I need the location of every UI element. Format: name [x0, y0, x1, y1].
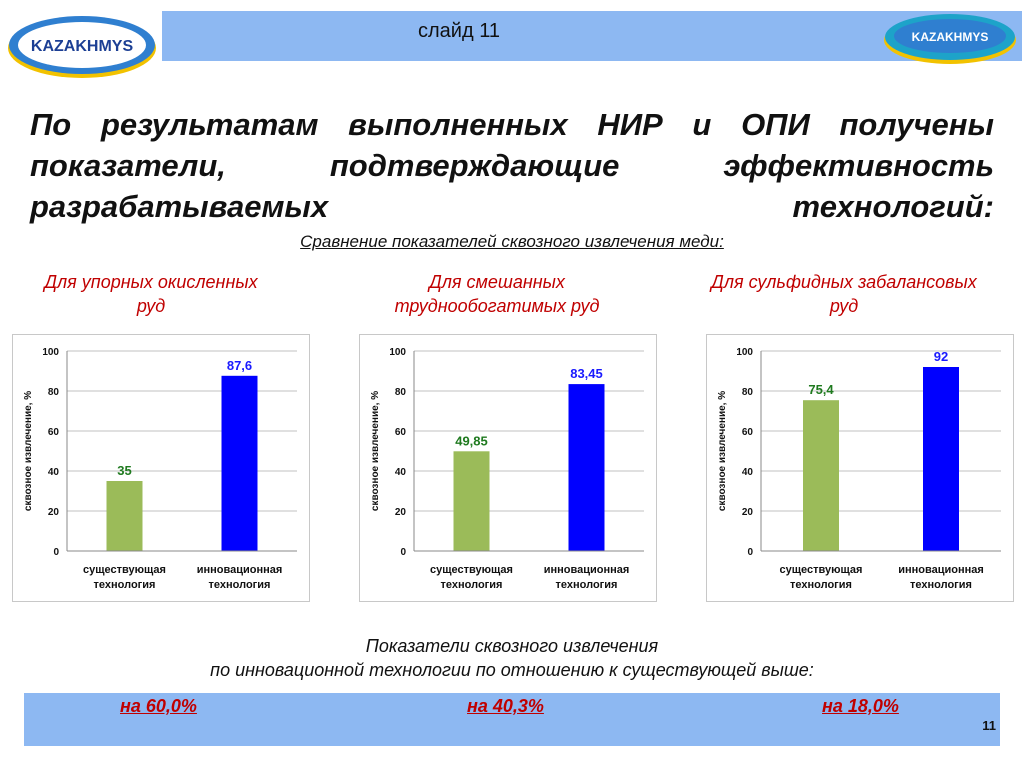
increase-percent-mixed: на 40,3% [467, 696, 544, 716]
y-tick-label: 60 [395, 427, 407, 438]
chart-mixed-ore: 0 20 40 60 80 100 сквозное извлечение, % 49,85 с… [359, 334, 657, 602]
data-label: 83,45 [570, 366, 603, 381]
y-tick-label: 40 [48, 467, 60, 478]
x-tick-label: технология [910, 579, 972, 591]
category-line-2: руд [829, 296, 859, 316]
x-tick-label: существующая [430, 564, 513, 576]
y-tick-label: 20 [395, 507, 407, 518]
y-axis-title: сквозное извлечение, % [717, 391, 728, 511]
bar [568, 384, 605, 551]
x-tick-label: технология [556, 579, 618, 591]
y-tick-label: 20 [742, 507, 754, 518]
x-tick-label: инновационная [898, 564, 984, 576]
y-tick-label: 0 [53, 547, 59, 558]
x-tick-label: инновационная [544, 564, 630, 576]
bar [106, 481, 143, 551]
chart-svg: 0 20 40 60 80 100 сквозное извлечение, % 49,85 с… [370, 347, 644, 591]
data-label: 35 [117, 463, 131, 478]
y-tick-label: 40 [742, 467, 754, 478]
x-tick-label: технология [209, 579, 271, 591]
y-tick-label: 100 [736, 347, 753, 358]
slide-label: слайд 11 [418, 20, 500, 42]
bar [221, 375, 258, 551]
data-label: 49,85 [455, 433, 488, 448]
data-label: 75,4 [808, 382, 834, 397]
category-oxidized-ore: Для упорных окисленных руд [6, 270, 296, 318]
x-tick-label: существующая [780, 564, 863, 576]
y-tick-label: 20 [48, 507, 60, 518]
comparison-subtitle: Сравнение показателей сквозного извлечен… [300, 232, 724, 251]
y-tick-label: 40 [395, 467, 407, 478]
y-tick-label: 60 [48, 427, 60, 438]
slide-title: По результатам выполненных НИР и ОПИ пол… [30, 107, 994, 224]
y-tick-label: 80 [48, 387, 60, 398]
chart-oxidized-ore: 0 20 40 60 80 100 сквозное извлечение, % 35 суще… [12, 334, 310, 602]
kazakhmys-logo-left: KAZAKHMYS [8, 16, 156, 78]
y-tick-label: 100 [389, 347, 406, 358]
category-line-1: Для смешанных [429, 272, 565, 292]
data-label: 87,6 [227, 358, 252, 373]
x-tick-label: существующая [83, 564, 166, 576]
bar [453, 451, 490, 551]
y-tick-label: 80 [742, 387, 754, 398]
bar [803, 400, 839, 551]
y-tick-label: 0 [747, 547, 753, 558]
footer-line-1: Показатели сквозного извлечения [365, 636, 659, 656]
category-line-2: труднообогатимых руд [394, 296, 600, 316]
y-tick-label: 80 [395, 387, 407, 398]
chart-sulfide-ore: 0 20 40 60 80 100 сквозное извлечение, % 75,4 су… [706, 334, 1014, 602]
x-tick-label: инновационная [197, 564, 283, 576]
chart-svg: 0 20 40 60 80 100 сквозное извлечение, % 75,4 су… [717, 347, 1001, 591]
category-line-1: Для сульфидных забалансовых [711, 272, 977, 292]
y-tick-label: 60 [742, 427, 754, 438]
x-tick-label: технология [441, 579, 503, 591]
y-axis-title: сквозное извлечение, % [23, 391, 34, 511]
y-axis-title: сквозное извлечение, % [370, 391, 381, 511]
x-tick-label: технология [94, 579, 156, 591]
category-mixed-ore: Для смешанных труднообогатимых руд [352, 270, 642, 318]
footer-line-2: по инновационной технологии по отношению… [210, 660, 814, 680]
increase-percent-sulfide: на 18,0% [822, 696, 899, 716]
logo-text-left: KAZAKHMYS [31, 38, 134, 55]
kazakhmys-logo-right: KAZAKHMYS [884, 14, 1016, 64]
x-tick-label: технология [790, 579, 852, 591]
y-tick-label: 100 [42, 347, 59, 358]
header-bar [162, 11, 1022, 61]
page-number: 11 [982, 718, 996, 733]
increase-percent-oxidized: на 60,0% [120, 696, 197, 716]
logo-text-right: KAZAKHMYS [912, 30, 989, 44]
data-label: 92 [934, 349, 948, 364]
category-line-2: руд [136, 296, 166, 316]
chart-svg: 0 20 40 60 80 100 сквозное извлечение, % 35 суще… [23, 347, 297, 591]
category-sulfide-ore: Для сульфидных забалансовых руд [672, 270, 1016, 318]
category-line-1: Для упорных окисленных [44, 272, 258, 292]
footer-text: Показатели сквозного извлечения по иннов… [0, 634, 1024, 682]
bottom-bar [24, 693, 1000, 746]
bar [923, 367, 959, 551]
y-tick-label: 0 [400, 547, 406, 558]
